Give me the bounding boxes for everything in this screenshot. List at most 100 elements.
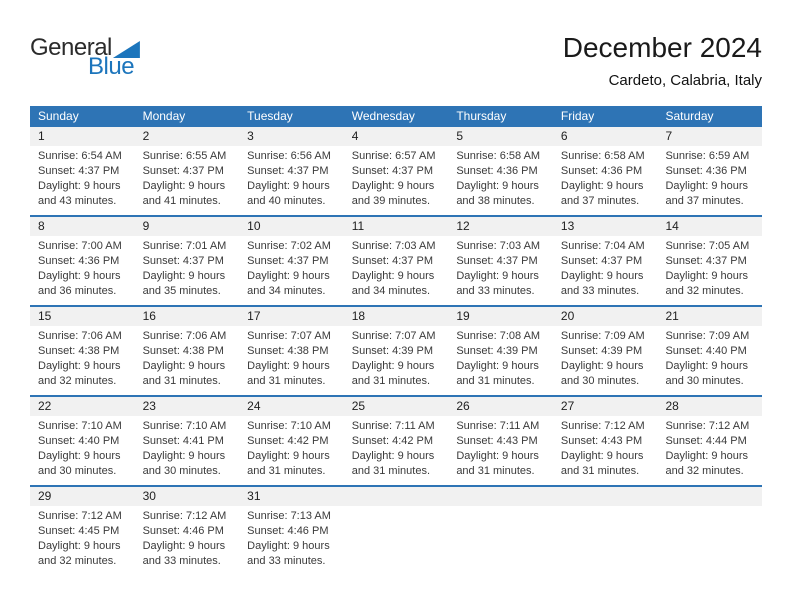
sunrise-text: Sunrise: 7:05 AM bbox=[665, 240, 750, 252]
day-number: 27 bbox=[552, 397, 658, 416]
calendar-day-cell: 8 Sunrise: 7:00 AM Sunset: 4:36 PM Dayli… bbox=[30, 217, 135, 305]
day-number: 14 bbox=[657, 217, 763, 236]
day-number: 9 bbox=[134, 217, 240, 236]
sunrise-text: Sunrise: 7:01 AM bbox=[142, 240, 227, 252]
sunrise-text: Sunrise: 7:12 AM bbox=[665, 420, 750, 432]
calendar-day-cell: 12 Sunrise: 7:03 AM Sunset: 4:37 PM Dayl… bbox=[448, 217, 553, 305]
day-details: Sunrise: 7:07 AM Sunset: 4:38 PM Dayligh… bbox=[239, 326, 344, 389]
weekday-header-friday: Friday bbox=[560, 108, 595, 123]
sunrise-text: Sunrise: 7:08 AM bbox=[456, 330, 541, 342]
daylight-line1: Daylight: 9 hours bbox=[142, 540, 226, 552]
sunset-text: Sunset: 4:39 PM bbox=[456, 345, 538, 357]
sunset-text: Sunset: 4:44 PM bbox=[665, 435, 747, 447]
sunrise-text: Sunrise: 7:11 AM bbox=[456, 420, 540, 432]
daylight-line2: and 31 minutes. bbox=[351, 375, 431, 387]
day-details bbox=[344, 506, 449, 509]
sunset-text: Sunset: 4:37 PM bbox=[142, 165, 224, 177]
day-details: Sunrise: 6:56 AM Sunset: 4:37 PM Dayligh… bbox=[239, 146, 344, 209]
calendar-day-cell: 1 Sunrise: 6:54 AM Sunset: 4:37 PM Dayli… bbox=[30, 127, 135, 215]
sunset-text: Sunset: 4:40 PM bbox=[38, 435, 120, 447]
sunset-text: Sunset: 4:37 PM bbox=[560, 255, 643, 267]
daylight-line2: and 41 minutes. bbox=[142, 195, 221, 207]
weekday-header-tuesday: Tuesday bbox=[247, 108, 293, 123]
day-number: 31 bbox=[239, 487, 344, 506]
sunrise-text: Sunrise: 7:03 AM bbox=[351, 240, 436, 252]
daylight-line2: and 31 minutes. bbox=[560, 465, 640, 477]
day-details: Sunrise: 7:13 AM Sunset: 4:46 PM Dayligh… bbox=[239, 506, 344, 569]
daylight-line2: and 39 minutes. bbox=[351, 195, 431, 207]
day-details: Sunrise: 6:59 AM Sunset: 4:36 PM Dayligh… bbox=[657, 146, 762, 209]
daylight-line1: Daylight: 9 hours bbox=[38, 450, 121, 462]
daylight-line2: and 31 minutes. bbox=[247, 375, 326, 387]
logo-text-blue: Blue bbox=[88, 53, 135, 80]
day-details: Sunrise: 7:03 AM Sunset: 4:37 PM Dayligh… bbox=[448, 236, 553, 299]
day-number: 21 bbox=[657, 307, 763, 326]
calendar-table: Sunday Monday Tuesday Wednesday Thursday Frid… bbox=[30, 106, 763, 575]
weekday-header-sunday: Sunday bbox=[38, 108, 79, 123]
day-number: 10 bbox=[239, 217, 344, 236]
sunrise-text: Sunrise: 7:12 AM bbox=[142, 510, 227, 522]
calendar-day-cell: 2 Sunrise: 6:55 AM Sunset: 4:37 PM Dayli… bbox=[134, 127, 240, 215]
day-details: Sunrise: 7:12 AM Sunset: 4:45 PM Dayligh… bbox=[30, 506, 135, 569]
sunset-text: Sunset: 4:43 PM bbox=[456, 435, 538, 447]
calendar-day-cell: 15 Sunrise: 7:06 AM Sunset: 4:38 PM Dayl… bbox=[30, 307, 135, 395]
daylight-line2: and 33 minutes. bbox=[247, 555, 326, 567]
day-number: 1 bbox=[30, 127, 135, 146]
day-number: 11 bbox=[343, 217, 449, 236]
sunset-text: Sunset: 4:42 PM bbox=[247, 435, 329, 447]
day-number bbox=[552, 487, 658, 506]
daylight-line2: and 33 minutes. bbox=[142, 555, 221, 567]
daylight-line1: Daylight: 9 hours bbox=[142, 360, 226, 372]
daylight-line1: Daylight: 9 hours bbox=[247, 270, 330, 282]
day-details: Sunrise: 6:55 AM Sunset: 4:37 PM Dayligh… bbox=[135, 146, 240, 209]
general-blue-logo: General Blue bbox=[30, 36, 140, 80]
sunrise-text: Sunrise: 7:10 AM bbox=[142, 420, 227, 432]
sunset-text: Sunset: 4:37 PM bbox=[142, 255, 224, 267]
day-number: 24 bbox=[239, 397, 344, 416]
daylight-line1: Daylight: 9 hours bbox=[665, 180, 749, 192]
daylight-line1: Daylight: 9 hours bbox=[351, 450, 435, 462]
day-number: 16 bbox=[134, 307, 240, 326]
sunrise-text: Sunrise: 7:10 AM bbox=[247, 420, 331, 432]
day-details: Sunrise: 7:04 AM Sunset: 4:37 PM Dayligh… bbox=[553, 236, 658, 299]
daylight-line2: and 30 minutes. bbox=[38, 465, 117, 477]
page-title: December 2024 bbox=[562, 32, 762, 63]
sunset-text: Sunset: 4:37 PM bbox=[456, 255, 538, 267]
daylight-line2: and 30 minutes. bbox=[665, 375, 744, 387]
weekday-header-row: Sunday Monday Tuesday Wednesday Thursday Frid… bbox=[30, 106, 762, 125]
daylight-line1: Daylight: 9 hours bbox=[247, 540, 330, 552]
day-details: Sunrise: 7:09 AM Sunset: 4:40 PM Dayligh… bbox=[657, 326, 762, 389]
calendar-day-cell: 6 Sunrise: 6:58 AM Sunset: 4:36 PM Dayli… bbox=[552, 127, 658, 215]
sunset-text: Sunset: 4:38 PM bbox=[247, 345, 329, 357]
day-number bbox=[448, 487, 553, 506]
day-details: Sunrise: 7:10 AM Sunset: 4:41 PM Dayligh… bbox=[135, 416, 240, 479]
daylight-line1: Daylight: 9 hours bbox=[560, 450, 644, 462]
calendar-day-cell bbox=[552, 487, 658, 575]
sunset-text: Sunset: 4:37 PM bbox=[38, 165, 120, 177]
daylight-line1: Daylight: 9 hours bbox=[560, 360, 644, 372]
day-details: Sunrise: 6:58 AM Sunset: 4:36 PM Dayligh… bbox=[448, 146, 553, 209]
week-row: 22 Sunrise: 7:10 AM Sunset: 4:40 PM Dayl… bbox=[30, 395, 763, 485]
day-number: 22 bbox=[30, 397, 135, 416]
day-details: Sunrise: 7:07 AM Sunset: 4:39 PM Dayligh… bbox=[344, 326, 449, 389]
day-number: 8 bbox=[30, 217, 135, 236]
day-details: Sunrise: 7:11 AM Sunset: 4:42 PM Dayligh… bbox=[344, 416, 449, 479]
day-details: Sunrise: 7:06 AM Sunset: 4:38 PM Dayligh… bbox=[30, 326, 135, 389]
day-number: 17 bbox=[239, 307, 344, 326]
daylight-line2: and 30 minutes. bbox=[142, 465, 221, 477]
calendar-day-cell bbox=[448, 487, 553, 575]
sunrise-text: Sunrise: 7:02 AM bbox=[247, 240, 331, 252]
daylight-line2: and 36 minutes. bbox=[38, 285, 117, 297]
daylight-line2: and 32 minutes. bbox=[38, 555, 117, 567]
daylight-line2: and 33 minutes. bbox=[560, 285, 640, 297]
day-number: 7 bbox=[657, 127, 763, 146]
day-details: Sunrise: 6:58 AM Sunset: 4:36 PM Dayligh… bbox=[553, 146, 658, 209]
calendar-day-cell: 27 Sunrise: 7:12 AM Sunset: 4:43 PM Dayl… bbox=[552, 397, 658, 485]
sunrise-text: Sunrise: 7:04 AM bbox=[560, 240, 645, 252]
calendar-day-cell: 31 Sunrise: 7:13 AM Sunset: 4:46 PM Dayl… bbox=[239, 487, 344, 575]
daylight-line1: Daylight: 9 hours bbox=[456, 360, 539, 372]
calendar-day-cell bbox=[657, 487, 763, 575]
day-details: Sunrise: 7:02 AM Sunset: 4:37 PM Dayligh… bbox=[239, 236, 344, 299]
calendar-body: 1 Sunrise: 6:54 AM Sunset: 4:37 PM Dayli… bbox=[30, 125, 763, 575]
daylight-line1: Daylight: 9 hours bbox=[456, 180, 539, 192]
